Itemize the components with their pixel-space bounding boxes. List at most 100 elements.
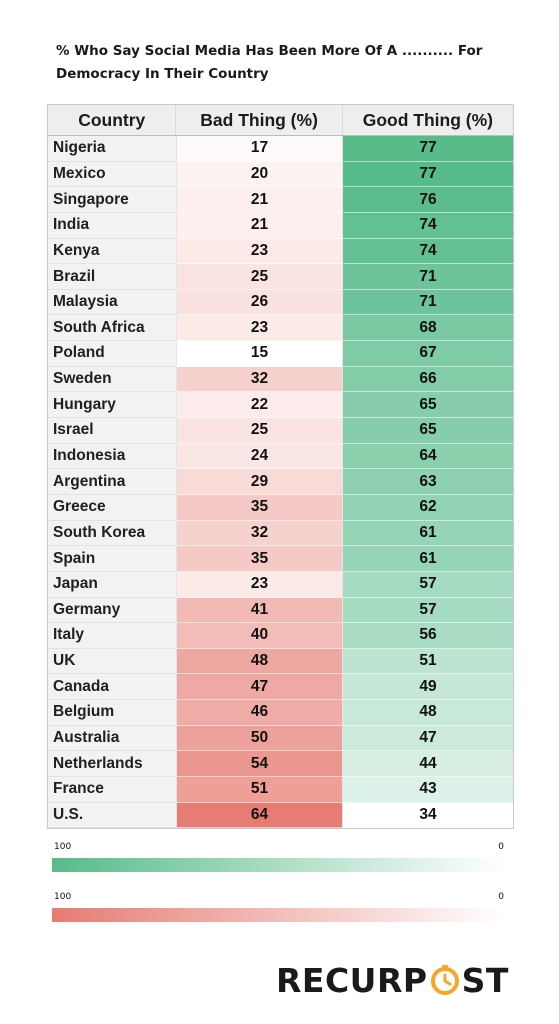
table-row: France 51 43 [48,777,513,803]
good-thing-cell: 64 [342,443,513,470]
table-row: South Korea 32 61 [48,520,513,547]
country-cell: South Korea [48,520,176,547]
country-cell: India [48,212,176,239]
bad-thing-cell: 29 [176,469,342,495]
good-thing-cell: 44 [342,751,513,778]
bad-thing-cell: 17 [176,136,342,162]
table-row: UK 48 51 [48,648,513,675]
bad-thing-cell: 35 [176,546,342,572]
good-thing-cell: 77 [342,136,513,162]
good-thing-cell: 71 [342,264,513,290]
bad-thing-cell: 48 [176,648,342,675]
table-row: Argentina 29 63 [48,469,513,495]
bad-thing-cell: 51 [176,777,342,803]
country-cell: Germany [48,597,176,624]
country-cell: Argentina [48,469,176,495]
bad-thing-cell: 46 [176,700,342,726]
good-thing-cell: 61 [342,546,513,572]
legend-good-min: 0 [498,842,504,852]
good-thing-cell: 77 [342,161,513,188]
table-row: Kenya 23 74 [48,238,513,265]
good-thing-cell: 63 [342,469,513,495]
table-row: Spain 35 61 [48,546,513,572]
country-cell: Brazil [48,264,176,290]
legend-bad-min: 0 [498,892,504,902]
good-thing-cell: 47 [342,725,513,752]
logo-text-start: RECURP [276,960,428,1000]
logo-text-end: ST [461,960,509,1000]
clock-icon [430,965,459,995]
country-cell: Singapore [48,187,176,213]
good-thing-cell: 34 [342,802,513,829]
good-thing-cell: 49 [342,674,513,701]
table-row: India 21 74 [48,212,513,239]
legend-good-gradient [52,858,504,872]
bad-thing-cell: 32 [176,366,342,393]
country-cell: Malaysia [48,289,176,316]
header-country: Country [48,105,176,135]
table-row: Japan 23 57 [48,571,513,598]
country-cell: Spain [48,546,176,572]
good-thing-cell: 56 [342,623,513,649]
bad-thing-cell: 35 [176,494,342,521]
table-row: Mexico 20 77 [48,161,513,188]
country-cell: France [48,777,176,803]
good-thing-cell: 48 [342,700,513,726]
good-thing-cell: 62 [342,494,513,521]
table-row: Indonesia 24 64 [48,443,513,470]
country-cell: Nigeria [48,136,176,162]
good-thing-cell: 57 [342,597,513,624]
bad-thing-cell: 40 [176,623,342,649]
good-thing-cell: 43 [342,777,513,803]
country-cell: Greece [48,494,176,521]
header-good-thing: Good Thing (%) [341,105,513,135]
country-cell: Poland [48,341,176,367]
table-row: Israel 25 65 [48,418,513,444]
table-row: Singapore 21 76 [48,187,513,213]
table-row: Malaysia 26 71 [48,289,513,316]
good-thing-cell: 65 [342,392,513,419]
bad-thing-cell: 50 [176,725,342,752]
table-body: Nigeria 17 77 Mexico 20 77 Singapore 21 76 India 2… [48,136,513,829]
table-row: Netherlands 54 44 [48,751,513,778]
table-row: U.S. 64 34 [48,802,513,829]
bad-thing-cell: 25 [176,264,342,290]
table-row: South Africa 23 68 [48,315,513,342]
country-cell: Israel [48,418,176,444]
legend-good-max: 100 [54,842,72,852]
good-thing-cell: 66 [342,366,513,393]
good-thing-cell: 68 [342,315,513,342]
chart-title: % Who Say Social Media Has Been More Of … [56,43,483,82]
good-thing-cell: 51 [342,648,513,675]
country-cell: Canada [48,674,176,701]
bad-thing-cell: 23 [176,238,342,265]
bad-thing-cell: 20 [176,161,342,188]
legend-bad-max: 100 [54,892,72,902]
bad-thing-cell: 47 [176,674,342,701]
bad-thing-cell: 32 [176,520,342,547]
table-row: Belgium 46 48 [48,700,513,726]
brand-logo: RECURP ST [276,960,509,1000]
good-thing-cell: 74 [342,238,513,265]
country-cell: Indonesia [48,443,176,470]
bad-thing-cell: 15 [176,341,342,367]
country-cell: Netherlands [48,751,176,778]
table-row: Poland 15 67 [48,341,513,367]
good-thing-cell: 76 [342,187,513,213]
country-cell: Australia [48,725,176,752]
bad-thing-cell: 23 [176,315,342,342]
good-thing-cell: 65 [342,418,513,444]
table-row: Brazil 25 71 [48,264,513,290]
country-cell: UK [48,648,176,675]
bad-thing-cell: 64 [176,802,342,829]
table-row: Sweden 32 66 [48,366,513,393]
good-thing-cell: 57 [342,571,513,598]
good-thing-cell: 67 [342,341,513,367]
good-thing-cell: 71 [342,289,513,316]
legend-good: 100 0 [52,842,504,872]
country-cell: Belgium [48,700,176,726]
bad-thing-cell: 21 [176,212,342,239]
legend-bad-gradient [52,908,504,922]
country-cell: Japan [48,571,176,598]
table-row: Germany 41 57 [48,597,513,624]
